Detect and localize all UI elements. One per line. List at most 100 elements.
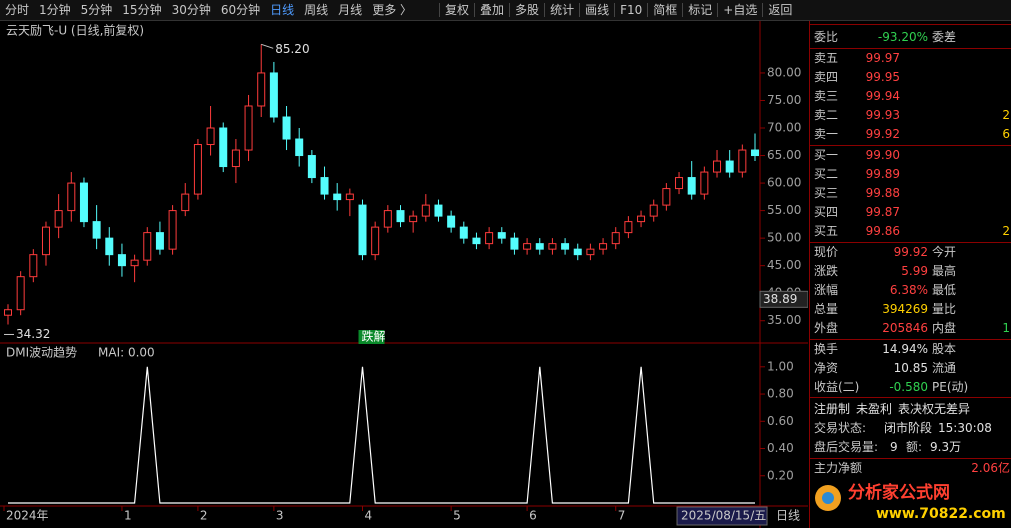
- divider: [810, 458, 1011, 459]
- tool-button[interactable]: +自选: [723, 3, 758, 17]
- candle-body: [155, 232, 164, 250]
- candle-body: [219, 127, 228, 168]
- period-tab[interactable]: 60分钟: [220, 3, 261, 17]
- tool-button[interactable]: 叠加: [480, 3, 505, 17]
- separator: [544, 3, 546, 17]
- indicator-line: [8, 366, 755, 504]
- candle-body: [117, 254, 126, 267]
- field-label: 盘后交易量:: [814, 440, 879, 454]
- tool-button[interactable]: F10: [620, 3, 643, 17]
- field-value: 闭市阶段: [884, 421, 933, 435]
- period-tab[interactable]: 分时: [5, 3, 30, 17]
- field-value: 205846: [882, 321, 928, 335]
- signal-tag: [358, 330, 385, 344]
- tool-button[interactable]: 复权: [445, 3, 470, 17]
- tool-button[interactable]: 返回: [768, 3, 793, 17]
- tool-button[interactable]: 画线: [585, 3, 610, 17]
- divider: [810, 242, 1011, 243]
- x-tick-label: 6: [529, 509, 537, 523]
- x-tick-label: 3: [276, 509, 284, 523]
- y-tick-label: 75.00: [767, 93, 801, 107]
- candle-body: [333, 193, 342, 201]
- period-tab[interactable]: 月线: [338, 3, 363, 17]
- divider: [810, 397, 1011, 398]
- separator: [614, 3, 616, 17]
- high-marker: [261, 43, 274, 49]
- field-label: 净资: [814, 361, 839, 375]
- stat-row: 外盘 205846 内盘 1: [810, 319, 1011, 338]
- level-label: 买一: [814, 148, 839, 162]
- candle-body: [409, 215, 418, 223]
- order-row: 买三 99.88: [810, 184, 1011, 203]
- order-row: 卖四 99.95: [810, 68, 1011, 87]
- x-tick-label: 5: [453, 509, 461, 523]
- y-tick-label: 65.00: [767, 148, 801, 162]
- separator: [717, 3, 719, 17]
- candle-body: [29, 254, 38, 278]
- divider: [810, 145, 1011, 146]
- period-tab[interactable]: 5分钟: [80, 3, 113, 17]
- y-tick-label: 80.00: [767, 65, 801, 79]
- separator: [762, 3, 764, 17]
- stat-row: 收益(二) -0.580 PE(动): [810, 378, 1011, 397]
- period-tab[interactable]: 日线: [270, 3, 295, 17]
- candle-body: [54, 210, 63, 228]
- level-price: 99.93: [865, 108, 900, 122]
- field-label: 涨幅: [814, 283, 839, 297]
- candle-body: [396, 210, 405, 223]
- field-label: 涨跌: [814, 264, 839, 278]
- tool-button[interactable]: 统计: [550, 3, 575, 17]
- tool-button[interactable]: 多股: [515, 3, 540, 17]
- candle-body: [16, 276, 25, 311]
- candle-body: [662, 188, 671, 206]
- signal-label: 跌解: [362, 329, 386, 344]
- level-price: 99.86: [865, 224, 900, 238]
- candle-body: [41, 226, 50, 256]
- tool-button[interactable]: 标记: [688, 3, 713, 17]
- period-tab[interactable]: 1分钟: [39, 3, 71, 17]
- candle-body: [307, 155, 316, 179]
- field-value: -0.580: [889, 380, 928, 394]
- candle-body: [725, 160, 734, 173]
- candle-body: [561, 243, 570, 250]
- candle-body: [535, 243, 544, 250]
- stat-row: 净资 10.85 流通: [810, 359, 1011, 378]
- period-tab[interactable]: 周线: [304, 3, 329, 17]
- candle-body: [231, 149, 240, 168]
- field-label: 委比: [814, 30, 839, 44]
- candle-body: [193, 144, 202, 195]
- candle-body: [497, 232, 506, 239]
- period-tab[interactable]: 15分钟: [122, 3, 162, 17]
- level-label: 买二: [814, 167, 839, 181]
- candle-body: [320, 177, 329, 195]
- note: 注册制: [814, 402, 851, 416]
- tool-button[interactable]: 简框: [653, 3, 678, 17]
- field-value: 5.99: [901, 264, 928, 278]
- field-value: 394269: [882, 302, 928, 316]
- candle-body: [548, 243, 557, 250]
- period-tab[interactable]: 更多 〉: [372, 3, 413, 17]
- level-volume: 6: [1002, 127, 1010, 141]
- y-tick-label: 45.00: [767, 258, 801, 272]
- quote-row: 委比 -93.20% 委差: [810, 28, 1011, 47]
- separator: [509, 3, 511, 17]
- level-label: 卖五: [814, 51, 839, 65]
- y-tick-label: 0.60: [767, 414, 794, 428]
- divider: [810, 24, 1011, 25]
- field-label: PE(动): [932, 380, 969, 394]
- order-row: 买一 99.90: [810, 146, 1011, 165]
- candle-body: [649, 204, 658, 217]
- candle-body: [523, 243, 532, 250]
- field-value: 9: [890, 440, 898, 454]
- stat-row: 涨跌 5.99 最高: [810, 262, 1011, 281]
- level-price: 99.90: [865, 148, 900, 162]
- candle-body: [244, 105, 253, 151]
- field-label: 主力净额: [814, 461, 863, 475]
- field-label: 外盘: [814, 321, 839, 335]
- period-tab[interactable]: 30分钟: [171, 3, 211, 17]
- field-value: 99.92: [893, 245, 928, 259]
- level-label: 卖三: [814, 89, 839, 103]
- candle-body: [105, 237, 114, 256]
- chart-title: 云天励飞-U (日线,前复权): [6, 23, 144, 38]
- y-tick-label: 60.00: [767, 176, 801, 190]
